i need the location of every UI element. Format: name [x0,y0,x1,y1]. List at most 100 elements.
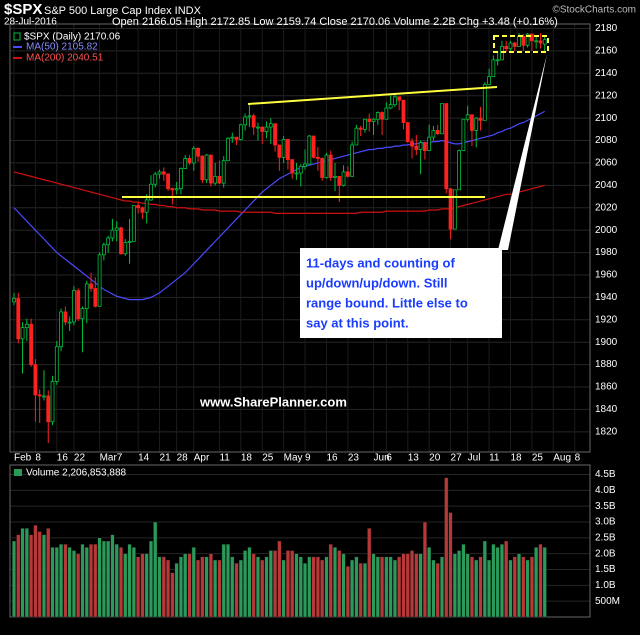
candle-body [136,205,141,209]
candle-body [448,188,453,230]
volume-bar [221,543,226,618]
candle-body [281,139,286,158]
candle-body [256,126,260,129]
volume-bar [487,559,492,618]
volume-bar [41,534,46,618]
x-tick-label: Mar [100,453,118,464]
candle-body [320,158,325,178]
candle-body [37,394,42,397]
candle-body [157,171,162,175]
volume-bar [33,524,38,618]
candle-body [67,321,72,324]
volume-bar [225,543,230,618]
volume-bar [187,553,192,618]
candle-body [243,116,248,126]
candle-body [380,112,384,120]
x-tick-label: 21 [160,453,172,464]
volume-bar [392,559,397,618]
volume-bar [474,559,479,618]
candle-body [371,118,376,122]
y-tick-label: 1980 [595,247,618,258]
volume-bar [268,550,273,618]
volume-bar [204,556,209,618]
volume-bar [183,553,188,618]
candle-body [268,123,273,128]
volume-bar [67,547,72,618]
resistance-line [247,86,498,105]
annotation-line: say at this point. [306,315,409,330]
legend-label: MA(50) 2105.82 [26,42,98,53]
candle-body [238,124,243,140]
y-tick-label: 2160 [595,46,618,57]
y-tick-label: 2060 [595,158,618,169]
volume-bar [461,543,466,618]
volume-bar [315,556,320,618]
candle-body [110,229,115,239]
source: ©StockCharts.com [552,5,636,16]
volume-bar [285,550,290,618]
volume-bar [217,559,222,618]
x-tick-label: 16 [326,453,338,464]
x-tick-label: 16 [57,453,69,464]
volume-tick-label: 3.5B [595,501,616,512]
x-tick-label: Apr [194,453,210,464]
volume-bar [260,559,265,618]
volume-bar [243,550,248,618]
x-tick-label: 18 [241,453,253,464]
volume-bar [213,559,218,618]
candle-body [452,189,457,230]
x-tick-label: 25 [532,453,544,464]
volume-bar [157,556,162,618]
candle-body [33,364,38,396]
candle-body [221,160,226,184]
x-tick-label: 25 [262,453,274,464]
volume-bar [457,550,462,618]
candle-body [418,142,423,150]
candle-body [191,147,196,164]
volume-bar [191,547,196,618]
candle-body [534,40,539,43]
candle-body [131,205,136,242]
candle-body [538,40,543,44]
volume-bar [93,543,98,618]
candle-body [435,130,440,135]
volume-bar [144,553,149,618]
candle-body [508,42,513,50]
x-tick-label: 8 [575,453,581,464]
candle-body [427,136,432,152]
x-tick-label: 27 [451,453,463,464]
volume-bar [469,556,474,618]
candle-body [457,150,462,191]
volume-bar [161,556,166,618]
volume-bar [170,572,175,618]
legend-icon [14,469,22,476]
candle-body [46,395,51,423]
volume-bar [127,543,132,618]
candle-body [517,35,521,47]
x-tick-label: 14 [138,453,150,464]
volume-bar [542,547,547,618]
candle-body [470,114,474,131]
volume-bar [538,543,543,618]
candle-body [521,35,526,46]
volume-bar [422,521,427,618]
x-tick-label: 18 [510,453,522,464]
candle-body [80,308,85,320]
volume-bar [303,562,308,618]
range-box [493,35,549,53]
volume-bar [478,556,483,618]
annotation-line: range bound. Little else to [306,295,468,310]
candle-body [397,96,402,101]
volume-bar [380,556,385,618]
symbol: $SPX [4,1,42,18]
candle-body [491,59,496,78]
candle-body [97,254,102,307]
volume-bar [281,559,286,618]
candle-body [106,237,111,246]
volume-bar [80,543,85,618]
x-tick-label: 9 [305,453,311,464]
volume-bar [362,562,367,618]
candle-body [84,283,89,309]
volume-bar [435,562,440,618]
